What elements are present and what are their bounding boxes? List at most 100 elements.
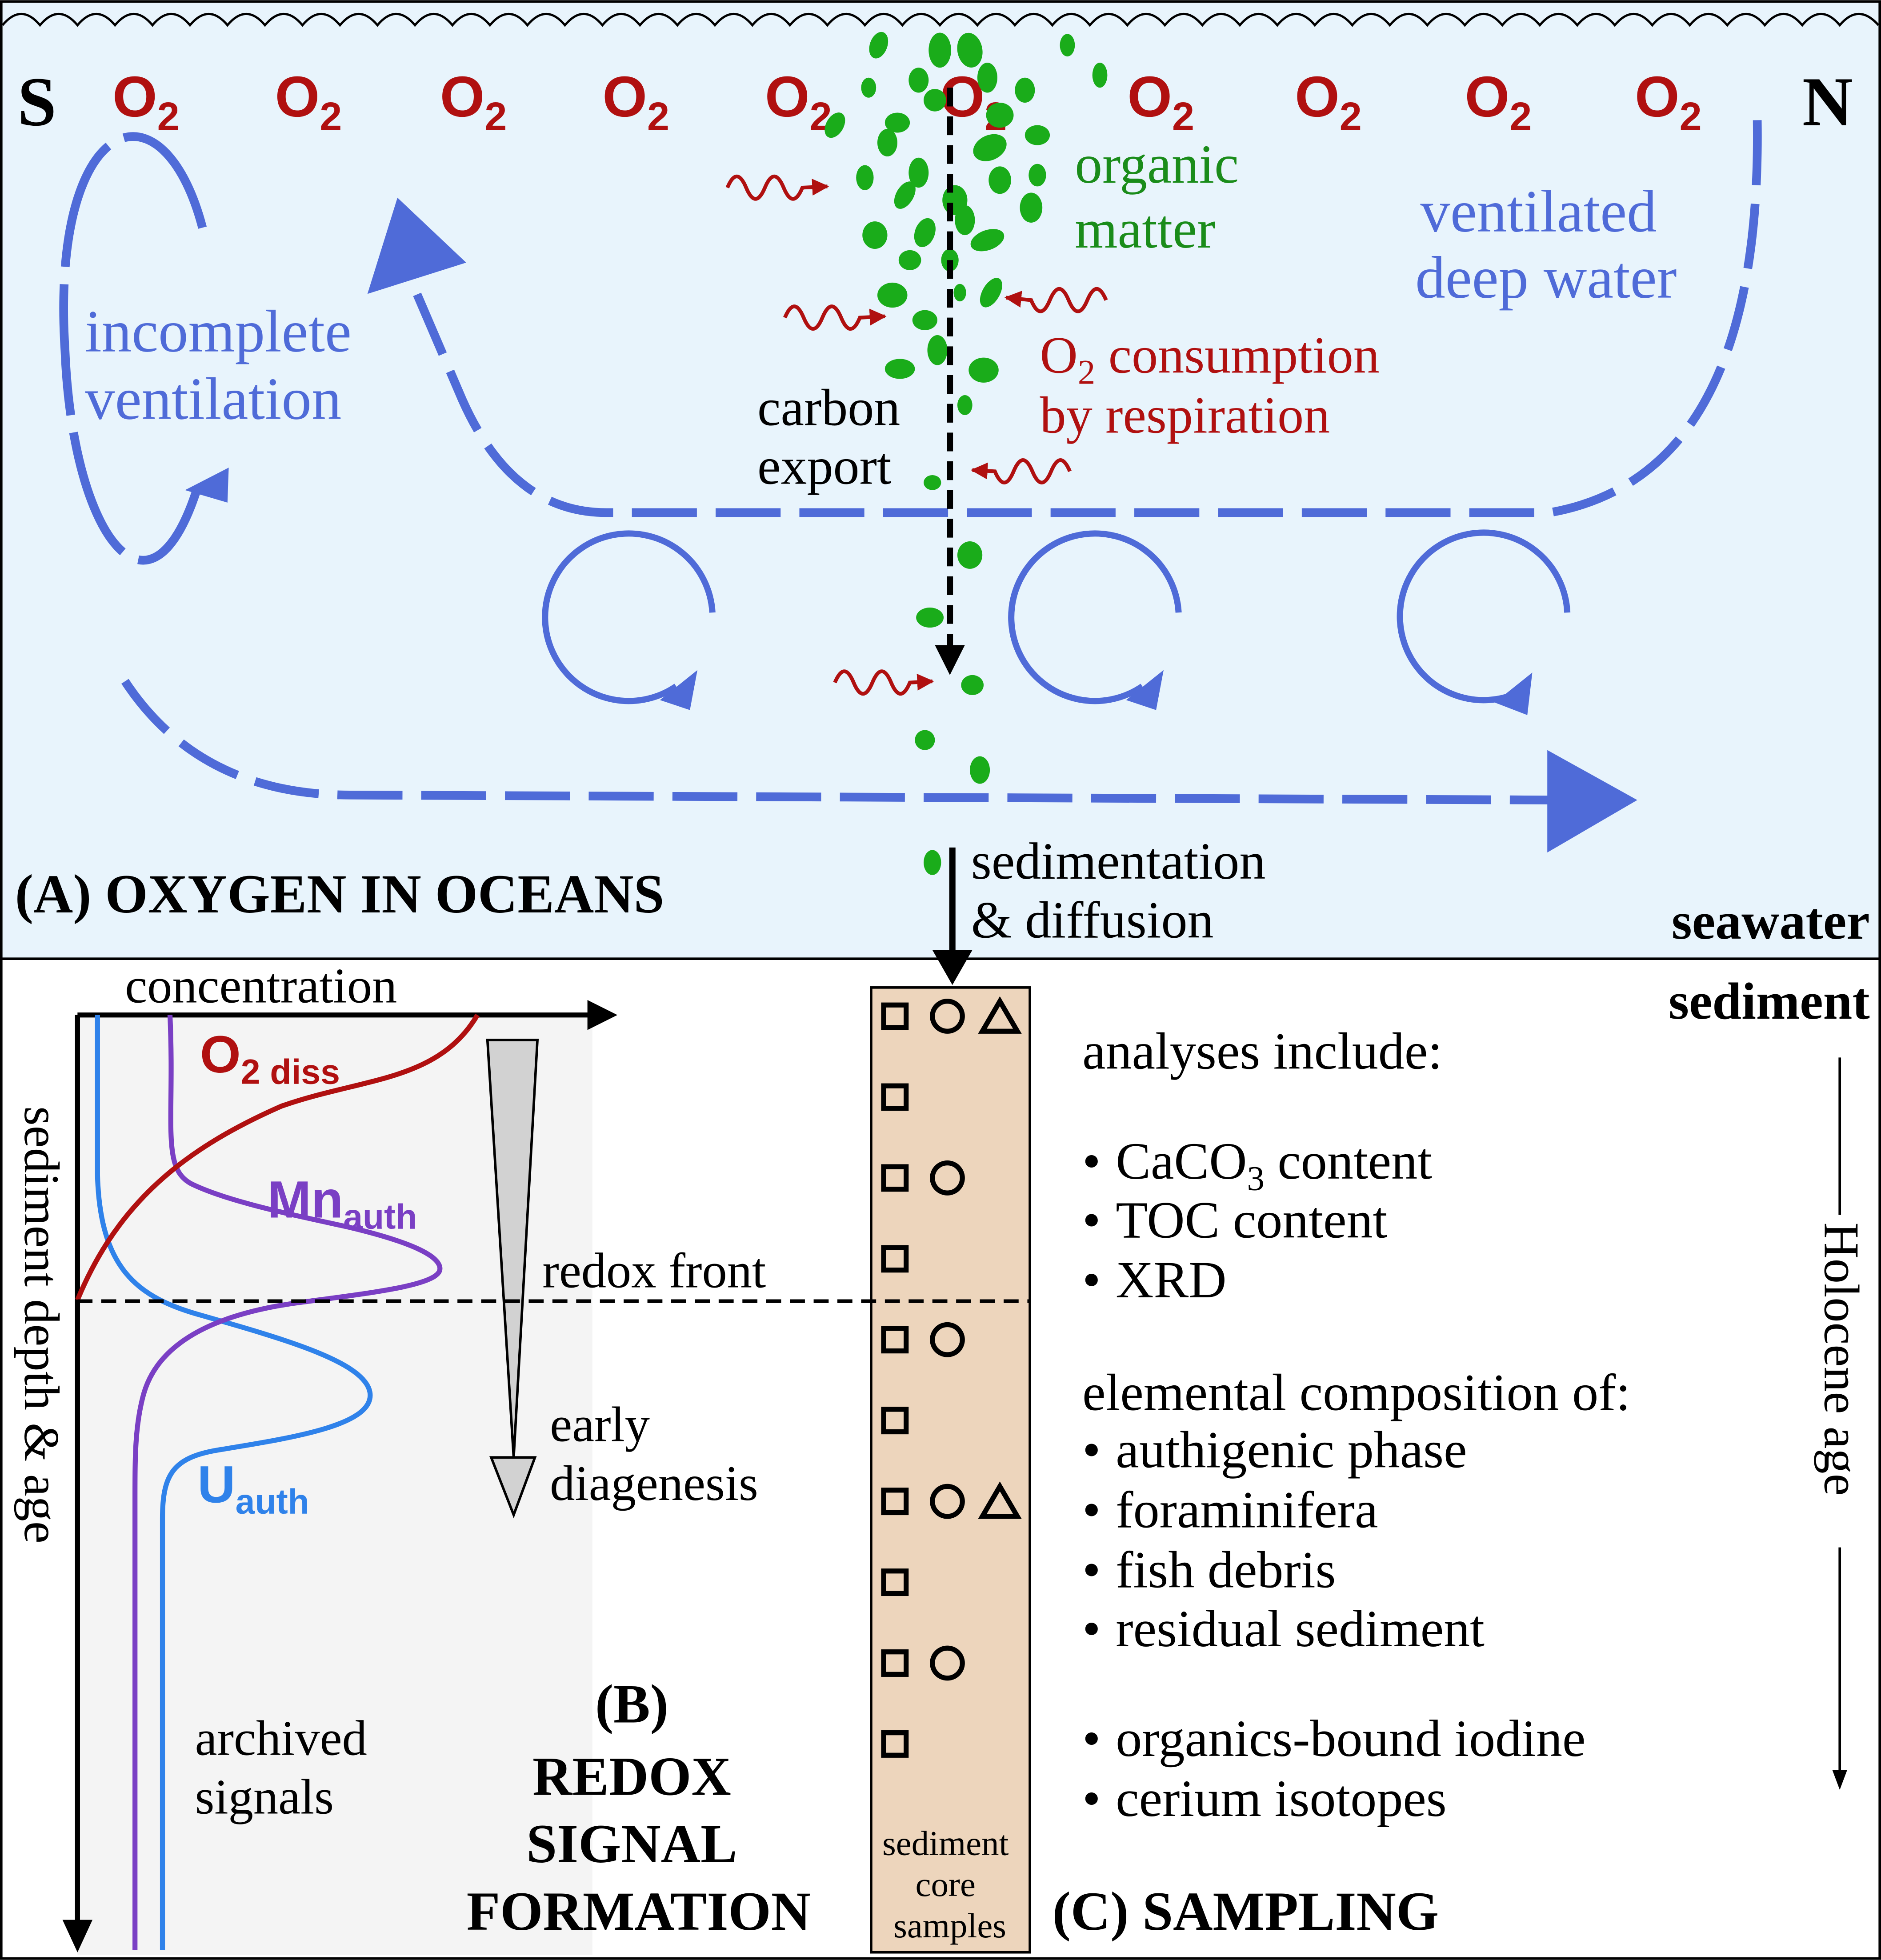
organic-particle xyxy=(953,284,966,302)
sample-square-marker xyxy=(881,1568,909,1596)
sample-square-marker xyxy=(881,1002,909,1030)
organic-particle xyxy=(980,278,1002,308)
o2-symbol: O2 xyxy=(765,65,832,139)
carbon-export-arrowhead xyxy=(935,645,965,675)
organic-particle xyxy=(986,103,1014,128)
ocean-circulation xyxy=(59,120,1762,804)
respiration-label: by respiration xyxy=(1040,386,1330,444)
organic-particle xyxy=(924,89,946,112)
organic-particle xyxy=(862,221,888,249)
circulation-arrowheads xyxy=(185,197,1637,853)
o2-symbol: O2 xyxy=(602,65,669,139)
surface-o2-row: O2 O2 O2 O2 O2 O2 O2 O2 O2 O2 xyxy=(112,65,1702,139)
incomplete-ventilation-loop xyxy=(59,132,207,565)
elemental-item: • fish debris xyxy=(1082,1541,1336,1599)
early-diagenesis-arrow xyxy=(486,1039,539,1458)
organic-particle xyxy=(861,77,876,98)
sedimentation-arrowhead xyxy=(932,950,973,985)
panel-b-profiles: concentration sediment depth & age O2 di… xyxy=(14,959,811,1955)
o2-dissolved-profile xyxy=(75,1013,480,1301)
analysis-item-toc: • TOC content xyxy=(1082,1191,1387,1249)
panel-c-sampling: sediment core samples analyses include: … xyxy=(77,986,1869,1954)
analyses-header: analyses include: xyxy=(1082,1022,1442,1080)
seawater-label: seawater xyxy=(1672,892,1870,950)
organic-particle xyxy=(924,850,941,875)
organic-particle xyxy=(916,608,944,628)
depth-axis-label: sediment depth & age xyxy=(14,1106,69,1544)
organic-particle xyxy=(912,310,937,330)
organic-particle xyxy=(970,229,1005,252)
organic-particle xyxy=(973,134,1007,161)
organic-particle xyxy=(884,359,915,379)
extra-analysis-item: • organics-bound iodine xyxy=(1082,1709,1585,1768)
eddy-loop-1 xyxy=(542,530,716,704)
south-label: S xyxy=(17,64,56,141)
organic-particle xyxy=(898,250,921,270)
analyses-list: analyses include: • CaCO3 content • TOC co… xyxy=(1082,1022,1630,1828)
u-auth-profile xyxy=(95,1015,373,1950)
organic-particle xyxy=(927,335,948,365)
sample-circle-marker xyxy=(930,1322,965,1357)
organic-particle xyxy=(856,165,874,190)
organic-particle xyxy=(1060,34,1075,56)
organic-particle xyxy=(908,157,929,188)
organic-particle xyxy=(957,32,983,68)
sample-square-marker xyxy=(881,1245,909,1273)
core-label: sediment core samples xyxy=(882,1824,1017,1945)
north-label: N xyxy=(1802,64,1853,141)
organic-particle xyxy=(928,32,951,68)
sediment-label: sediment xyxy=(1669,972,1870,1030)
sample-square-marker xyxy=(881,1730,909,1758)
panel-a-title: (A) OXYGEN IN OCEANS xyxy=(15,864,664,924)
respiration-squiggle xyxy=(783,304,887,331)
analysis-item-caco3: • CaCO3 content xyxy=(1082,1132,1432,1198)
panel-b-title: (B) REDOX SIGNAL FORMATION xyxy=(467,1673,811,1942)
sample-square-marker xyxy=(881,1083,909,1111)
eddy-loop-3 xyxy=(1397,529,1571,704)
holocene-axis-arrowhead xyxy=(1832,1770,1848,1790)
sample-circle-marker xyxy=(930,1645,965,1681)
organic-particle xyxy=(957,541,983,569)
respiration-squiggles xyxy=(725,174,1108,696)
ventilation-arrowhead xyxy=(367,197,466,294)
sample-triangle-marker xyxy=(978,1481,1022,1519)
organic-matter-label: organic matter xyxy=(1075,134,1253,260)
organic-particle xyxy=(1092,63,1108,88)
sample-circle-marker xyxy=(930,1484,965,1519)
organic-particle xyxy=(914,218,936,248)
organic-particle xyxy=(877,129,897,156)
eddy-arrowhead-2 xyxy=(1126,670,1164,710)
eddy-arrowhead-3 xyxy=(1495,672,1533,715)
organic-particle xyxy=(824,112,845,138)
o2-dissolved-label: O2 diss xyxy=(200,1025,340,1091)
organic-particle xyxy=(961,675,984,695)
organic-particle xyxy=(941,249,959,272)
sample-square-marker xyxy=(881,1326,909,1354)
bottom-water-flow xyxy=(121,679,1556,804)
organic-particle xyxy=(869,32,888,59)
concentration-axis-arrowhead xyxy=(587,1000,618,1030)
incomplete-loop-arrowhead xyxy=(185,468,229,503)
concentration-axis-label: concentration xyxy=(125,959,397,1014)
organic-particle xyxy=(969,357,999,383)
depth-axis-arrowhead xyxy=(62,1920,93,1952)
o2-symbol: O2 xyxy=(440,65,507,139)
organic-matter-particles xyxy=(824,32,1108,784)
organic-particle xyxy=(957,395,973,415)
elemental-item: • foraminifera xyxy=(1082,1481,1378,1539)
panel-a-seawater: S N O2 O2 O2 O2 O2 O2 O2 O2 O2 O2 xyxy=(1,1,1880,985)
elemental-header: elemental composition of: xyxy=(1082,1363,1630,1421)
organic-particle xyxy=(924,475,941,490)
sample-square-marker xyxy=(881,1649,909,1677)
organic-particle xyxy=(908,68,929,93)
organic-particle xyxy=(1020,192,1043,223)
organic-particle xyxy=(1025,125,1050,145)
incomplete-ventilation-label: incomplete ventilation xyxy=(85,299,366,432)
mn-auth-profile xyxy=(132,1015,443,1950)
redox-front-label: redox front xyxy=(542,1244,766,1299)
respiration-squiggle xyxy=(970,458,1072,484)
organic-particle xyxy=(970,756,990,784)
elemental-item: • authigenic phase xyxy=(1082,1421,1467,1479)
organic-particle xyxy=(884,112,910,133)
